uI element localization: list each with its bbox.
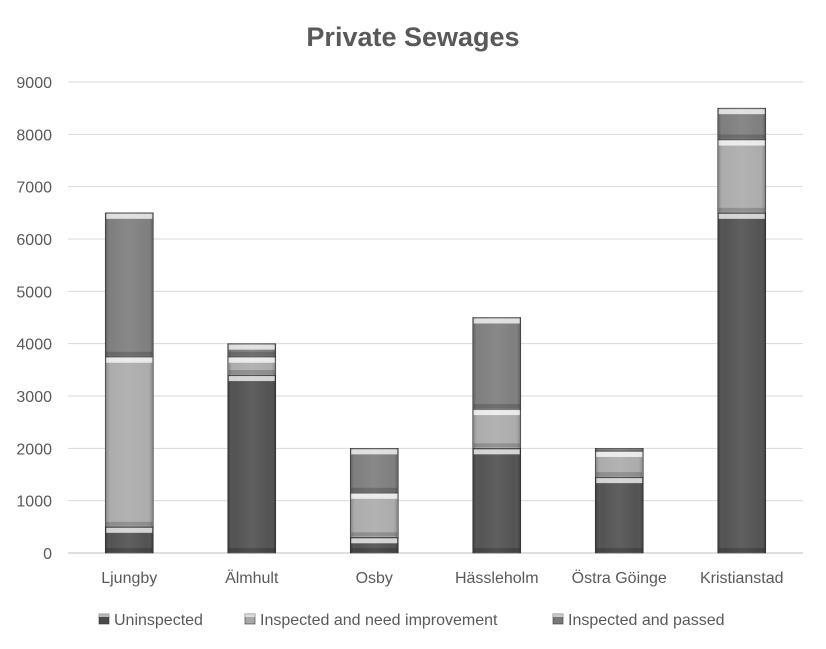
bar-segment-highlight	[106, 357, 153, 363]
bar-segment-highlight	[228, 357, 275, 363]
bar-segment-highlight	[228, 344, 275, 350]
bar-segment-bottom-shade	[718, 548, 765, 552]
bar-segment-bottom-shade	[228, 351, 275, 356]
x-category-label: Kristianstad	[700, 570, 784, 587]
bar-segment-bottom-shade	[351, 548, 398, 552]
bar-segment-highlight	[473, 318, 520, 324]
y-tick-label: 0	[43, 546, 52, 563]
bar-segment-bottom-shade	[718, 134, 765, 139]
bar-segment-shade	[227, 375, 276, 553]
y-tick-label: 3000	[16, 389, 52, 406]
bar-segment-highlight	[473, 410, 520, 416]
bar-stack	[104, 212, 154, 554]
bar-segment-bottom-shade	[596, 548, 643, 552]
bar-segment-bottom-shade	[473, 548, 520, 552]
y-tick-label: 4000	[16, 337, 52, 354]
bar-segment-shade	[350, 448, 399, 493]
bar-segment-highlight	[718, 213, 765, 219]
bar-segment-shade	[105, 356, 154, 527]
bar-segment-highlight	[596, 478, 643, 484]
legend-swatch-highlight	[99, 614, 109, 617]
bar-segment-bottom-shade	[106, 521, 153, 526]
bar-segment-shade	[595, 477, 644, 553]
y-tick-label: 8000	[16, 127, 52, 144]
legend-item: Inspected and need improvement	[244, 612, 498, 629]
bar-stack	[227, 343, 277, 554]
y-tick-label: 1000	[16, 494, 52, 511]
bar-segment-bottom-shade	[473, 404, 520, 409]
bars	[104, 107, 767, 554]
bar-segment-shade	[105, 212, 154, 357]
bar-segment-highlight	[228, 376, 275, 382]
bar-segment-bottom-shade	[718, 207, 765, 212]
legend: Uninspected Inspected and need improvemen…	[98, 612, 725, 629]
y-tick-label: 6000	[16, 232, 52, 249]
y-axis: 0 1000 2000 3000 4000 5000 6000 7000 8000 9000	[16, 75, 52, 563]
legend-item: Uninspected	[98, 612, 203, 629]
y-tick-label: 2000	[16, 441, 52, 458]
bar-segment-bottom-shade	[228, 548, 275, 552]
gridlines	[68, 81, 803, 554]
x-category-label: Hässleholm	[455, 570, 539, 587]
bar-stack	[349, 448, 399, 554]
y-tick-label: 5000	[16, 284, 52, 301]
bar-segment-bottom-shade	[596, 472, 643, 477]
chart-title: Private Sewages	[306, 22, 519, 52]
legend-item: Inspected and passed	[552, 612, 725, 629]
bar-stack	[594, 448, 644, 554]
legend-swatch-highlight	[245, 614, 255, 617]
bar-segment-shade	[472, 448, 521, 553]
bar-segment-highlight	[718, 109, 765, 115]
bar-segment-shade	[472, 409, 521, 449]
bar-stack	[717, 107, 767, 554]
bar-segment-highlight	[106, 213, 153, 219]
bar-segment-shade	[595, 448, 644, 451]
legend-label: Uninspected	[114, 612, 203, 629]
bar-segment-highlight	[351, 538, 398, 544]
x-axis: Ljungby Älmhult Osby Hässleholm Östra Göinge…	[101, 569, 783, 587]
bar-segment-shade	[472, 317, 521, 410]
y-tick-label: 7000	[16, 180, 52, 197]
bar-segment-bottom-shade	[228, 370, 275, 375]
bar-segment-shade	[717, 212, 766, 554]
bar-segment-bottom-shade	[106, 548, 153, 552]
y-tick-label: 9000	[16, 75, 52, 92]
bar-segment-highlight	[718, 140, 765, 146]
bar-segment-bottom-shade	[106, 351, 153, 356]
bar-segment-shade	[717, 139, 766, 213]
legend-label: Inspected and need improvement	[260, 612, 498, 629]
x-category-label: Ljungby	[101, 570, 157, 587]
bar-segment-bottom-shade	[351, 532, 398, 537]
bar-segment-highlight	[106, 527, 153, 533]
bar-segment-highlight	[473, 449, 520, 455]
bar-segment-highlight	[351, 493, 398, 499]
bar-segment-shade	[350, 492, 399, 538]
x-category-label: Östra Göinge	[572, 569, 667, 587]
bar-segment-bottom-shade	[473, 443, 520, 448]
bar-stack	[472, 317, 522, 554]
x-category-label: Osby	[356, 570, 393, 587]
legend-swatch-highlight	[553, 614, 563, 617]
bar-segment-highlight	[351, 449, 398, 455]
bar-segment-bottom-shade	[351, 487, 398, 492]
x-category-label: Älmhult	[225, 569, 279, 587]
bar-segment-highlight	[596, 451, 643, 457]
legend-label: Inspected and passed	[568, 612, 725, 629]
